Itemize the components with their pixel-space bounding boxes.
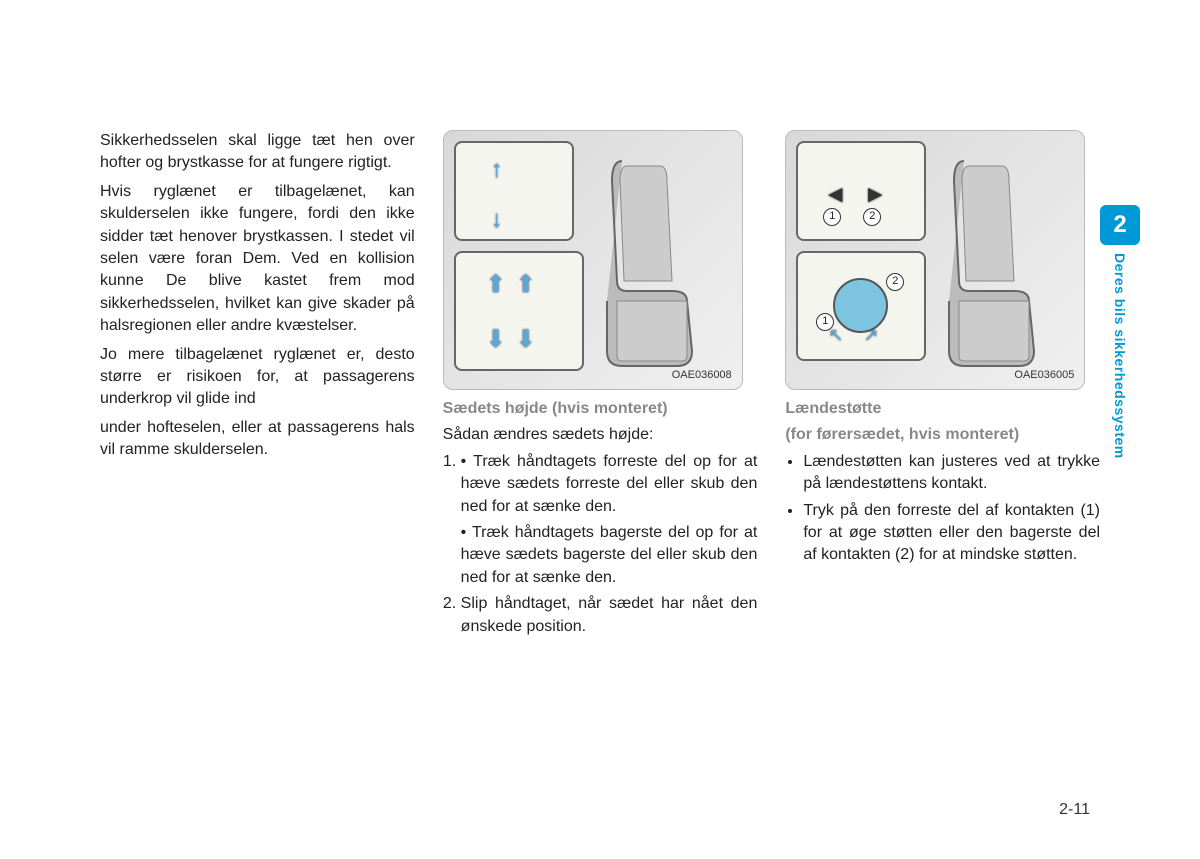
section-title-seat-height: Sædets højde (hvis monteret) bbox=[443, 398, 758, 420]
seat-icon-2 bbox=[934, 141, 1074, 381]
sub-item-1b: Træk håndtagets bagerste del op for at h… bbox=[461, 522, 758, 589]
arrow-right-icon: ► bbox=[863, 178, 887, 212]
figure-code-2: OAE036005 bbox=[1014, 368, 1074, 383]
column-3: ◄ ► 1 2 1 2 ↖ ↗ OAE036005 Lændestøtte (f… bbox=[785, 130, 1100, 642]
column-2: ↑ ↓ ⬆ ⬆ ⬇ ⬇ OAE036008 Sædets højde (hvis… bbox=[443, 130, 758, 642]
bullet-2: Tryk på den forreste del af kontakten (1… bbox=[803, 500, 1100, 567]
list-item-2: Slip håndtaget, når sædet har nået den ø… bbox=[461, 593, 758, 638]
arrow-left-icon: ◄ bbox=[823, 178, 847, 212]
arrow-icon: ↗ bbox=[863, 323, 878, 348]
figure-code-1: OAE036008 bbox=[672, 368, 732, 383]
panel-bottom: 1 2 ↖ ↗ bbox=[796, 251, 926, 361]
figure-lumbar: ◄ ► 1 2 1 2 ↖ ↗ OAE036005 bbox=[785, 130, 1085, 390]
marker-2: 2 bbox=[863, 208, 881, 226]
list-item-1: Træk håndtagets forreste del op for at h… bbox=[461, 451, 758, 589]
chapter-tab: 2 Deres bils sikkerhedssystem bbox=[1100, 205, 1140, 459]
arrow-icon: ↖ bbox=[828, 323, 843, 348]
arrow-up-icon: ⬆ bbox=[516, 268, 536, 302]
arrow-down-icon: ↓ bbox=[491, 203, 503, 237]
seat-icon bbox=[592, 141, 732, 381]
bullet-list-lumbar: Lændestøtten kan justeres ved at trykke … bbox=[785, 451, 1100, 567]
sub-item-1a: Træk håndtagets forreste del op for at h… bbox=[461, 451, 758, 518]
marker-2b: 2 bbox=[886, 273, 904, 291]
col1-paragraph-2: Hvis ryglænet er tilbagelænet, kan skuld… bbox=[100, 181, 415, 338]
chapter-badge: 2 bbox=[1100, 205, 1140, 245]
page-content: Sikkerhedsselen skal ligge tæt hen over … bbox=[0, 0, 1200, 682]
intro-line: Sådan ændres sædets højde: bbox=[443, 424, 758, 446]
section-title-lumbar: Lændestøtte bbox=[785, 398, 1100, 420]
arrow-up-icon: ↑ bbox=[491, 153, 503, 187]
col1-paragraph-4: under hofteselen, eller at passagerens h… bbox=[100, 417, 415, 462]
instruction-list: Træk håndtagets forreste del op for at h… bbox=[443, 451, 758, 638]
panel-top: ◄ ► 1 2 bbox=[796, 141, 926, 241]
chapter-label: Deres bils sikkerhedssystem bbox=[1112, 253, 1128, 459]
col1-paragraph-3: Jo mere tilbagelænet ryglænet er, desto … bbox=[100, 344, 415, 411]
arrow-down-icon: ⬇ bbox=[516, 323, 536, 357]
arrow-down-icon: ⬇ bbox=[486, 323, 506, 357]
col1-paragraph-1: Sikkerhedsselen skal ligge tæt hen over … bbox=[100, 130, 415, 175]
section-subtitle-lumbar: (for førersædet, hvis monteret) bbox=[785, 424, 1100, 446]
column-1: Sikkerhedsselen skal ligge tæt hen over … bbox=[100, 130, 415, 642]
sub-bullet-list: Træk håndtagets forreste del op for at h… bbox=[461, 451, 758, 589]
arrow-up-icon: ⬆ bbox=[486, 268, 506, 302]
panel-bottom-left: ⬆ ⬆ ⬇ ⬇ bbox=[454, 251, 584, 371]
panel-top-left: ↑ ↓ bbox=[454, 141, 574, 241]
marker-1: 1 bbox=[823, 208, 841, 226]
bullet-1: Lændestøtten kan justeres ved at trykke … bbox=[803, 451, 1100, 496]
page-number: 2-11 bbox=[1059, 801, 1090, 819]
figure-seat-height: ↑ ↓ ⬆ ⬆ ⬇ ⬇ OAE036008 bbox=[443, 130, 743, 390]
